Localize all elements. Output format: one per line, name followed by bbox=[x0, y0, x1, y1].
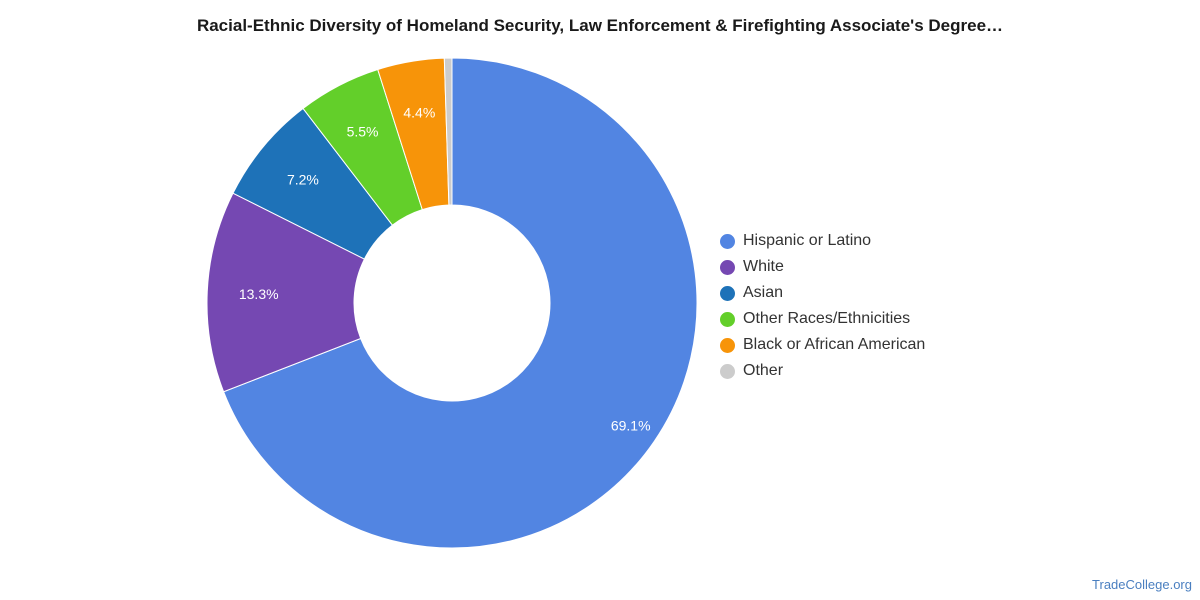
slice-label-white: 13.3% bbox=[239, 286, 279, 302]
legend-item-other-races-ethnicities[interactable]: Other Races/Ethnicities bbox=[720, 306, 925, 332]
slice-labels-group: 69.1% 13.3% 7.2% 5.5% 4.4% bbox=[239, 104, 651, 433]
slices-group bbox=[206, 57, 698, 549]
legend-swatch-icon bbox=[720, 233, 735, 249]
legend: Hispanic or Latino White Asian Other Races/… bbox=[720, 228, 925, 384]
legend-item-hispanic-or-latino[interactable]: Hispanic or Latino bbox=[720, 228, 925, 254]
legend-label: Asian bbox=[743, 284, 784, 301]
slice-label-asian: 7.2% bbox=[287, 172, 319, 188]
legend-swatch-icon bbox=[720, 259, 735, 275]
chart-title: Racial-Ethnic Diversity of Homeland Secu… bbox=[196, 16, 1004, 35]
legend-item-black-or-african-american[interactable]: Black or African American bbox=[720, 332, 925, 358]
slice-other[interactable] bbox=[443, 57, 453, 206]
slice-label-black-or-african-american: 4.4% bbox=[403, 104, 435, 120]
legend-swatch-icon bbox=[720, 311, 735, 327]
slice-hispanic-or-latino[interactable] bbox=[222, 57, 698, 549]
legend-swatch-icon bbox=[720, 337, 735, 353]
legend-label: Black or African American bbox=[743, 336, 926, 353]
legend-label: Other Races/Ethnicities bbox=[743, 310, 911, 327]
watermark[interactable]: TradeCollege.org bbox=[1092, 577, 1192, 592]
legend-swatch-icon bbox=[720, 285, 735, 301]
legend-label: Hispanic or Latino bbox=[743, 232, 872, 249]
slice-label-other-races-ethnicities: 5.5% bbox=[347, 123, 379, 139]
legend-item-asian[interactable]: Asian bbox=[720, 280, 925, 306]
legend-label: White bbox=[743, 258, 784, 275]
legend-item-white[interactable]: White bbox=[720, 254, 925, 280]
slice-label-hispanic-or-latino: 69.1% bbox=[611, 417, 651, 433]
legend-item-other[interactable]: Other bbox=[720, 358, 925, 384]
slice-white[interactable] bbox=[206, 192, 366, 393]
legend-swatch-icon bbox=[720, 363, 735, 379]
legend-label: Other bbox=[743, 362, 784, 379]
